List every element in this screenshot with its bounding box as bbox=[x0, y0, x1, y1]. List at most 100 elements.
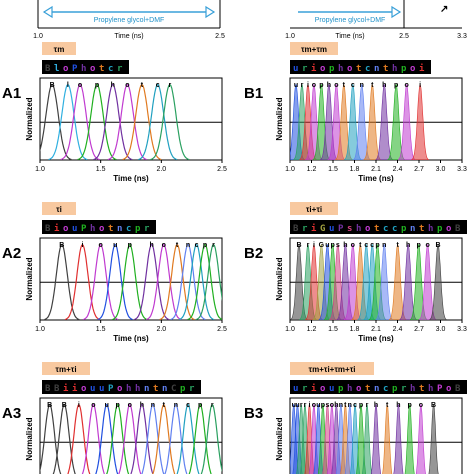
peak-label: h bbox=[396, 402, 400, 409]
series-group bbox=[44, 243, 222, 320]
peak-curve bbox=[188, 403, 212, 474]
x-tick-label: 2.1 bbox=[371, 166, 381, 173]
peak-label: h bbox=[149, 242, 153, 249]
peak-label: h bbox=[343, 242, 347, 249]
sequence-char: n bbox=[374, 384, 379, 394]
peak-label: h bbox=[111, 82, 115, 89]
peak-label: i bbox=[313, 242, 315, 249]
sequence-char: p bbox=[392, 384, 398, 394]
peak-label: t bbox=[359, 242, 362, 249]
sequence-char: p bbox=[401, 64, 407, 74]
sequence-char: h bbox=[410, 384, 415, 394]
sequence-char: o bbox=[347, 64, 352, 74]
sequence-char: t bbox=[365, 384, 370, 394]
peak-curve bbox=[138, 83, 178, 160]
sequence-char: P bbox=[81, 224, 87, 234]
peak-label: o bbox=[405, 82, 409, 89]
panel-label: A1 bbox=[2, 85, 21, 102]
peak-curve bbox=[150, 83, 190, 160]
y-axis-label: Normalized bbox=[275, 417, 284, 460]
y-axis-label: Normalized bbox=[275, 97, 284, 140]
peak-curve bbox=[134, 243, 170, 320]
peak-label: p bbox=[116, 402, 120, 409]
peak-label: h bbox=[382, 82, 386, 89]
peak-label: c bbox=[364, 242, 368, 249]
top-left-tick-1: 2.5 bbox=[215, 33, 225, 40]
condition-text: τi bbox=[56, 205, 62, 214]
panel-label: B1 bbox=[244, 85, 263, 102]
peak-curve bbox=[81, 403, 105, 474]
peak-curve bbox=[176, 403, 200, 474]
sequence-char: n bbox=[374, 64, 379, 74]
sequence-char: i bbox=[419, 63, 425, 74]
peak-label: r bbox=[300, 402, 303, 409]
sequence-char: r bbox=[189, 384, 195, 394]
x-tick-label: 2.4 bbox=[393, 166, 403, 173]
x-tick-label: 1.8 bbox=[350, 166, 360, 173]
panel-label: B3 bbox=[244, 405, 263, 422]
peak-curve bbox=[106, 403, 130, 474]
top-right-arrowhead bbox=[391, 5, 402, 19]
peak-label: t bbox=[371, 82, 374, 89]
x-tick-label: 3.0 bbox=[436, 166, 446, 173]
peak-label: i bbox=[308, 402, 310, 409]
peak-curve bbox=[393, 403, 404, 474]
panel-label: A3 bbox=[2, 405, 21, 422]
condition-text: τm+τi bbox=[55, 365, 76, 374]
sequence-char: c bbox=[365, 64, 370, 74]
peak-label: o bbox=[78, 82, 82, 89]
peak-curve bbox=[44, 243, 80, 320]
peak-label: n bbox=[151, 402, 155, 409]
sequence-char: o bbox=[63, 64, 68, 74]
sequence-char: P bbox=[108, 384, 114, 394]
peak-label: o bbox=[334, 82, 338, 89]
sequence-char: p bbox=[329, 64, 335, 74]
top-right-xlabel: Time (ns) bbox=[335, 33, 364, 40]
sequence-char: h bbox=[356, 224, 361, 234]
sequence-char: h bbox=[135, 384, 140, 394]
top-right-arrow-label: Propylene glycol+DMF bbox=[315, 17, 386, 24]
sequence-char: h bbox=[428, 224, 433, 234]
plot-frame bbox=[289, 397, 463, 474]
top-right-tick-1: 2.5 bbox=[399, 33, 409, 40]
peak-label: t bbox=[176, 242, 179, 249]
peak-label: B bbox=[436, 242, 441, 249]
x-tick-label: 2.0 bbox=[156, 326, 166, 333]
sequence-strip bbox=[290, 60, 431, 74]
peak-label: u bbox=[105, 402, 109, 409]
peak-curve bbox=[195, 243, 222, 320]
peak-label: o bbox=[312, 82, 316, 89]
peak-curve bbox=[350, 403, 361, 474]
sequence-char: c bbox=[383, 224, 388, 234]
sequence-char: P bbox=[338, 224, 344, 234]
peak-label: r bbox=[304, 402, 307, 409]
sequence-strip bbox=[42, 60, 129, 74]
x-tick-label: 1.0 bbox=[285, 326, 295, 333]
peak-curve bbox=[112, 243, 148, 320]
peak-label: u bbox=[113, 242, 117, 249]
peak-label: h bbox=[327, 82, 331, 89]
peak-label: u bbox=[325, 242, 329, 249]
top-right-tick-0: 1.0 bbox=[285, 33, 295, 40]
peak-label: B bbox=[47, 402, 52, 409]
top-left-xlabel: Time (ns) bbox=[114, 33, 143, 40]
x-tick-label: 1.5 bbox=[96, 166, 106, 173]
peak-label: p bbox=[95, 82, 99, 89]
peak-label: n bbox=[339, 402, 343, 409]
sequence-char: i bbox=[311, 63, 317, 74]
peak-label: h bbox=[374, 402, 378, 409]
condition-badge bbox=[42, 362, 90, 375]
x-axis-label: Time (ns) bbox=[113, 334, 149, 343]
peak-label: r bbox=[301, 82, 304, 89]
x-tick-label: 2.1 bbox=[371, 326, 381, 333]
sequence-char: t bbox=[356, 64, 361, 74]
x-tick-label: 1.0 bbox=[35, 166, 45, 173]
peak-curve bbox=[361, 403, 373, 474]
peak-label: t bbox=[163, 402, 166, 409]
sequence-char: t bbox=[374, 224, 379, 234]
